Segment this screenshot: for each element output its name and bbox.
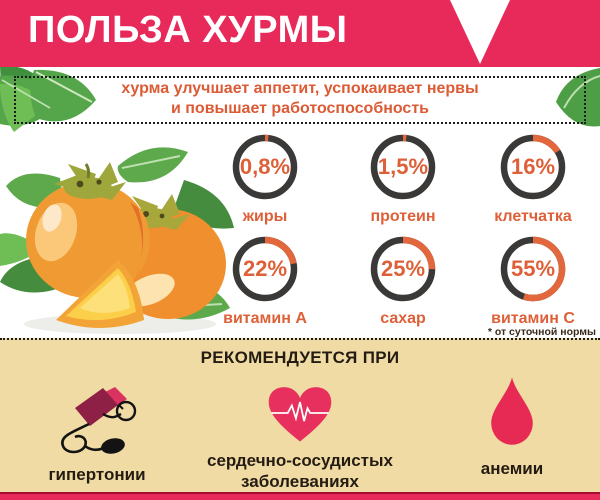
recommendations-section: РЕКОМЕНДУЕТСЯ ПРИ гипертонии сердечно-со… — [0, 338, 600, 494]
ring-label: клетчатка — [494, 208, 572, 225]
leaf-decoration-right — [556, 68, 600, 127]
daily-norm-footnote: * от суточной нормы — [487, 326, 596, 338]
ring-value: 1,5% — [377, 154, 429, 179]
ring-value: 25% — [380, 256, 426, 281]
nutrient-ring-vitamin-c: 55% витамин С — [468, 231, 598, 327]
donut-ring: 0,8% — [227, 129, 303, 205]
subtitle-dashed-box — [14, 76, 586, 124]
ring-label: витамин А — [223, 310, 307, 327]
recommendation-cardiovascular: сердечно-сосудистых заболеваниях — [200, 384, 400, 492]
recommendation-label: анемии — [480, 459, 544, 478]
nutrient-ring-vitamin-a: 22% витамин А — [200, 231, 330, 327]
page-title: ПОЛЬЗА ХУРМЫ — [28, 9, 348, 51]
donut-ring: 25% — [365, 231, 441, 307]
subtitle-line2: и повышает работоспособность — [170, 100, 429, 117]
blood-pressure-icon — [61, 387, 137, 454]
ring-value: 0,8% — [239, 154, 291, 179]
ring-label: витамин С — [491, 310, 575, 327]
donut-ring: 22% — [227, 231, 303, 307]
subtitle-line1: хурма улучшает аппетит, успокаивает нерв… — [121, 80, 479, 97]
persimmon-illustration — [0, 147, 234, 334]
recommendation-anemia: анемии — [432, 372, 592, 479]
ring-value: 55% — [510, 256, 556, 281]
ring-label: жиры — [242, 208, 288, 225]
nutrient-ring-fiber: 16% клетчатка — [468, 129, 598, 225]
recommendations-title: РЕКОМЕНДУЕТСЯ ПРИ — [200, 348, 400, 367]
recommendation-label: сердечно-сосудистых заболеваниях — [207, 451, 393, 491]
recommendation-hypertension: гипертонии — [17, 386, 177, 485]
donut-ring: 55% — [495, 231, 571, 307]
ring-value: 22% — [242, 256, 288, 281]
donut-ring: 16% — [495, 129, 571, 205]
nutrient-ring-fats: 0,8% жиры — [200, 129, 330, 225]
footer-ribbon — [0, 492, 600, 500]
subtitle-text: хурма улучшает аппетит, успокаивает нерв… — [0, 79, 600, 119]
blood-drop-icon — [491, 377, 533, 445]
header-banner: ПОЛЬЗА ХУРМЫ — [0, 0, 600, 67]
ring-label: сахар — [380, 310, 426, 327]
donut-ring: 1,5% — [365, 129, 441, 205]
nutrient-ring-protein: 1,5% протеин — [338, 129, 468, 225]
ribbon-notch-decoration — [450, 0, 510, 64]
heart-ecg-icon — [268, 387, 332, 442]
nutrient-ring-sugar: 25% сахар — [338, 231, 468, 327]
ring-label: протеин — [370, 208, 436, 225]
recommendation-label: гипертонии — [48, 465, 146, 484]
ring-value: 16% — [510, 154, 556, 179]
